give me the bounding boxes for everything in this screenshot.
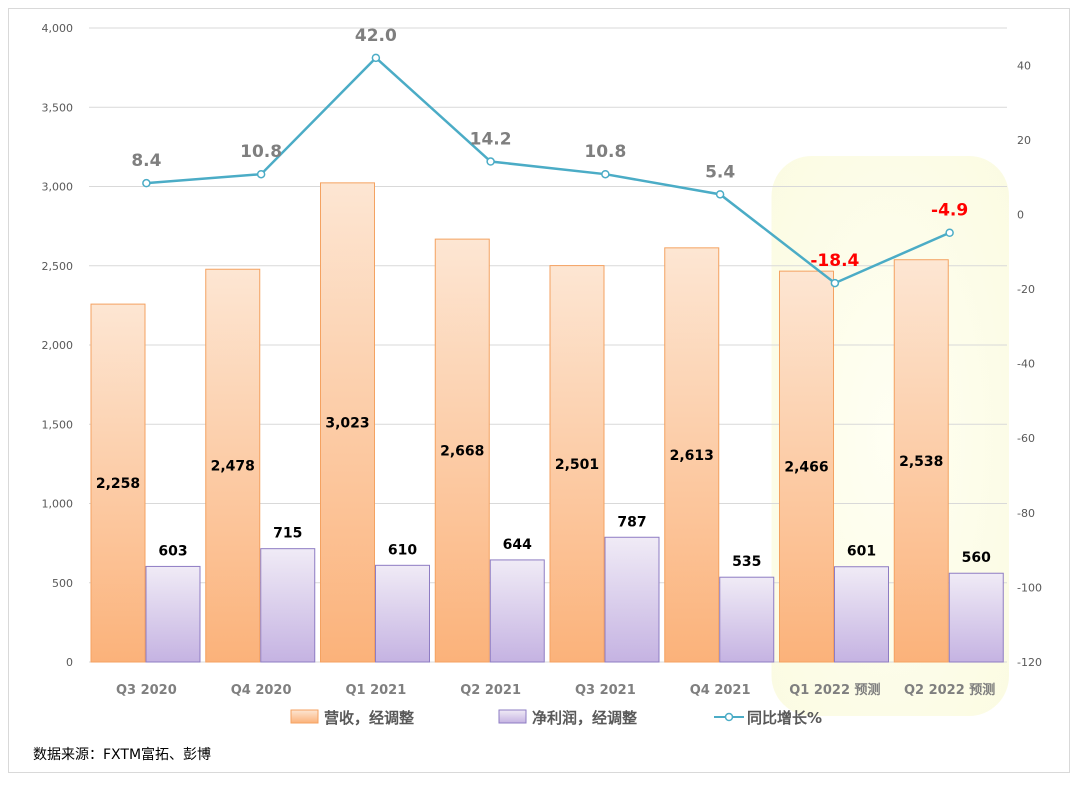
revenue-bar bbox=[320, 182, 375, 663]
net-profit-bar bbox=[834, 566, 889, 663]
net-profit-data-label: 644 bbox=[503, 537, 532, 553]
y-right-tick-label: -100 bbox=[1017, 581, 1042, 594]
revenue-bar bbox=[205, 268, 261, 663]
growth-data-label: 10.8 bbox=[584, 142, 626, 162]
legend-swatch-revenue bbox=[290, 709, 319, 724]
growth-data-label: 5.4 bbox=[705, 162, 735, 182]
net-profit-data-label: 610 bbox=[388, 542, 417, 558]
y-right-tick-label: -40 bbox=[1017, 358, 1035, 371]
growth-marker bbox=[142, 178, 151, 188]
chart-frame: 0 500 1,000 1,500 2,000 2,500 3,000 3,500 4,000 4… bbox=[8, 8, 1070, 773]
revenue-data-label: 2,668 bbox=[440, 444, 484, 460]
legend-label: 同比增长% bbox=[747, 709, 822, 727]
net-profit-bar bbox=[145, 565, 201, 663]
net-profit-bar bbox=[604, 536, 660, 663]
net-profit-data-label: 715 bbox=[273, 526, 302, 542]
growth-marker bbox=[601, 169, 610, 179]
revenue-bar bbox=[893, 259, 949, 663]
growth-marker bbox=[945, 228, 954, 237]
revenue-bar bbox=[664, 247, 720, 663]
net-profit-bar bbox=[948, 572, 1004, 663]
revenue-data-label: 2,258 bbox=[96, 476, 140, 492]
revenue-data-label: 2,466 bbox=[784, 460, 828, 476]
y-left-tick-label: 2,000 bbox=[42, 339, 74, 352]
growth-data-label: -4.9 bbox=[931, 201, 968, 221]
revenue-data-label: 2,613 bbox=[670, 448, 714, 464]
net-profit-bar bbox=[260, 548, 316, 663]
y-right-tick-label: 0 bbox=[1017, 208, 1024, 221]
net-profit-bar bbox=[375, 564, 430, 663]
revenue-bar bbox=[434, 238, 490, 663]
y-right-tick-label: -120 bbox=[1017, 656, 1042, 669]
x-category-label: Q4 2020 bbox=[231, 683, 292, 698]
y-left-tick-label: 500 bbox=[52, 577, 73, 590]
x-category-label: Q2 2022 预测 bbox=[904, 682, 995, 698]
net-profit-data-label: 601 bbox=[847, 544, 876, 560]
growth-data-label: 14.2 bbox=[470, 130, 512, 150]
growth-data-label: 42.0 bbox=[355, 26, 397, 46]
net-profit-data-label: 787 bbox=[617, 514, 646, 530]
growth-marker bbox=[715, 190, 725, 199]
revenue-bar bbox=[90, 303, 146, 663]
y-left-tick-label: 3,500 bbox=[42, 101, 74, 114]
y-left-tick-label: 1,500 bbox=[42, 418, 74, 431]
y-left-tick-label: 3,000 bbox=[42, 181, 74, 194]
y-right-tick-label: -80 bbox=[1017, 507, 1035, 520]
legend-swatch-net-profit bbox=[498, 709, 527, 724]
growth-marker bbox=[256, 169, 266, 179]
x-category-label: Q1 2021 bbox=[345, 683, 406, 698]
y-right-tick-label: 20 bbox=[1017, 134, 1031, 147]
chart: 0 500 1,000 1,500 2,000 2,500 3,000 3,500 4,000 4… bbox=[42, 22, 1042, 727]
y-left-tick-label: 2,500 bbox=[42, 260, 74, 273]
net-profit-data-label: 560 bbox=[962, 550, 991, 566]
data-source-note: 数据来源：FXTM富拓、彭博 bbox=[33, 747, 212, 763]
y-left-tick-label: 0 bbox=[66, 656, 73, 669]
x-category-label: Q4 2021 bbox=[690, 683, 751, 698]
net-profit-data-label: 535 bbox=[732, 554, 761, 570]
x-category-label: Q3 2021 bbox=[575, 683, 636, 698]
growth-marker bbox=[371, 53, 381, 63]
legend-swatch-growth-marker bbox=[724, 712, 734, 722]
growth-marker bbox=[486, 157, 495, 166]
x-category-label: Q1 2022 预测 bbox=[789, 682, 880, 698]
y-left-tick-label: 4,000 bbox=[42, 22, 74, 35]
y-right-tick-label: -60 bbox=[1017, 432, 1035, 445]
x-category-label: Q2 2021 bbox=[460, 683, 521, 698]
legend-label: 营收，经调整 bbox=[324, 709, 414, 727]
net-profit-bar bbox=[489, 559, 545, 663]
growth-marker bbox=[830, 278, 840, 288]
net-profit-data-label: 603 bbox=[158, 543, 187, 559]
y-right-tick-label: 40 bbox=[1017, 59, 1031, 72]
revenue-bar bbox=[549, 265, 605, 663]
growth-line bbox=[146, 56, 951, 285]
x-category-label: Q3 2020 bbox=[116, 683, 177, 698]
revenue-data-label: 2,478 bbox=[211, 459, 255, 475]
y-left-tick-label: 1,000 bbox=[42, 498, 74, 511]
growth-data-label: 10.8 bbox=[240, 142, 282, 162]
revenue-bar bbox=[779, 270, 834, 663]
revenue-data-label: 2,538 bbox=[899, 454, 943, 470]
growth-data-label: -18.4 bbox=[810, 251, 859, 271]
growth-data-label: 8.4 bbox=[131, 151, 161, 171]
revenue-data-label: 3,023 bbox=[325, 415, 369, 431]
y-right-tick-label: -20 bbox=[1017, 283, 1035, 296]
legend-label: 净利润，经调整 bbox=[532, 709, 637, 727]
net-profit-bar bbox=[719, 576, 775, 663]
revenue-data-label: 2,501 bbox=[555, 457, 599, 473]
